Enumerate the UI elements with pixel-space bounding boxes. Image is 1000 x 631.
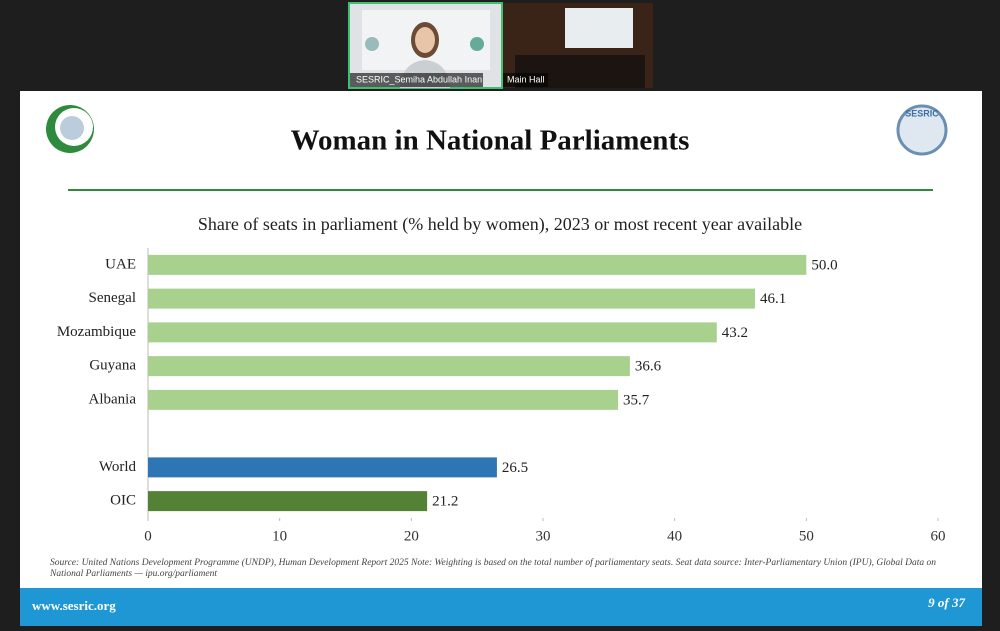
tile-label: Main Hall bbox=[507, 74, 545, 84]
y-tick-label: Senegal bbox=[89, 290, 136, 306]
x-tick-label: 30 bbox=[536, 528, 551, 544]
bar bbox=[148, 457, 497, 478]
chart: 0 10 20 30 40 50 60 UAE 50.0 Senegal 46.1 Mozambiqu… bbox=[57, 248, 946, 544]
bar bbox=[148, 389, 619, 410]
page-number: 9 of 37 bbox=[928, 595, 965, 610]
y-tick-label: World bbox=[99, 459, 137, 475]
x-tick-label: 20 bbox=[404, 528, 419, 544]
oic-logo bbox=[46, 105, 94, 153]
y-tick-label: Guyana bbox=[89, 358, 136, 374]
data-label: 21.2 bbox=[432, 494, 458, 510]
data-label: 26.5 bbox=[502, 460, 528, 476]
chart-subtitle: Share of seats in parliament (% held by … bbox=[198, 214, 802, 235]
y-tick-label: UAE bbox=[105, 256, 136, 272]
tile-label: SESRIC_Semiha Abdullah Inan bbox=[356, 74, 482, 84]
x-tick-label: 10 bbox=[272, 528, 287, 544]
footer-url[interactable]: www.sesric.org bbox=[32, 598, 116, 613]
bar bbox=[148, 254, 807, 275]
source-note: Source: United Nations Development Progr… bbox=[50, 558, 936, 579]
footer-bar bbox=[20, 588, 982, 626]
logo-text: SESRIC bbox=[905, 108, 939, 118]
data-label: 35.7 bbox=[623, 392, 650, 408]
x-tick-label: 50 bbox=[799, 528, 814, 544]
data-label: 43.2 bbox=[722, 325, 748, 341]
face bbox=[415, 27, 435, 53]
video-tile[interactable]: SESRIC_Semiha Abdullah Inan bbox=[348, 2, 503, 89]
x-tick-label: 40 bbox=[667, 528, 682, 544]
x-tick-label: 0 bbox=[144, 528, 152, 544]
data-label: 36.6 bbox=[635, 359, 662, 375]
y-tick-label: Albania bbox=[89, 391, 137, 407]
video-tile[interactable]: Main Hall bbox=[503, 3, 653, 88]
data-label: 46.1 bbox=[760, 291, 786, 307]
data-label: 50.0 bbox=[811, 257, 837, 273]
logo-globe bbox=[60, 116, 84, 140]
bar bbox=[148, 356, 630, 377]
source-box: Source: United Nations Development Progr… bbox=[50, 558, 936, 579]
y-tick-label: OIC bbox=[110, 493, 136, 509]
bar bbox=[148, 288, 755, 309]
label-bg bbox=[350, 73, 483, 87]
sesric-logo: SESRIC bbox=[896, 104, 948, 156]
bar bbox=[148, 491, 428, 512]
bar bbox=[148, 322, 717, 343]
logo bbox=[470, 37, 484, 51]
slide-title: Woman in National Parliaments bbox=[291, 125, 690, 157]
logo bbox=[365, 37, 379, 51]
x-tick-label: 60 bbox=[931, 528, 946, 544]
label-bg bbox=[503, 73, 548, 87]
screen-projection bbox=[565, 8, 633, 48]
y-tick-label: Mozambique bbox=[57, 324, 136, 340]
logo-circle bbox=[896, 104, 948, 156]
